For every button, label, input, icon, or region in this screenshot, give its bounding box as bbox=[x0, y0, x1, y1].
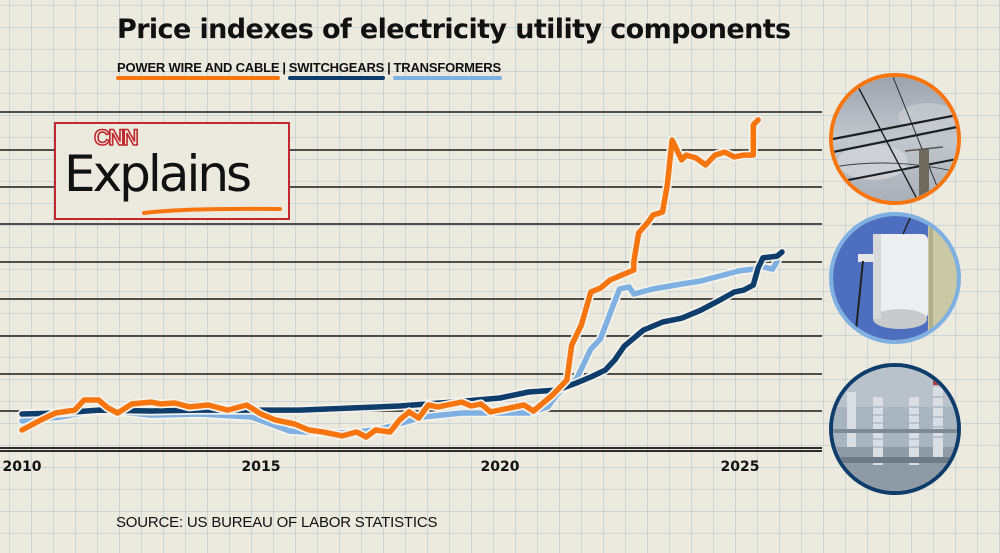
cnn-explains-logo: CNN Explains bbox=[54, 122, 290, 220]
series-line-switchgears bbox=[19, 249, 785, 417]
series-line-power-wire-and-cable bbox=[19, 117, 761, 440]
legend-separator: | bbox=[387, 60, 391, 75]
transformer-icon bbox=[833, 216, 957, 340]
explains-logo-text: Explains bbox=[64, 145, 252, 203]
legend-label: POWER WIRE AND CABLE bbox=[117, 60, 280, 75]
legend-swatch bbox=[287, 76, 386, 80]
switchgear-photo bbox=[829, 363, 961, 495]
legend: POWER WIRE AND CABLE | SWITCHGEARS | TRA… bbox=[116, 60, 502, 80]
cnn-logo-text: CNN bbox=[93, 125, 139, 150]
legend-item-switchgears: SWITCHGEARS bbox=[287, 60, 386, 80]
legend-label: TRANSFORMERS bbox=[393, 60, 502, 75]
power-lines-photo bbox=[829, 73, 961, 205]
source-note: SOURCE: US BUREAU OF LABOR STATISTICS bbox=[116, 514, 438, 531]
series-halo bbox=[17, 247, 787, 419]
legend-swatch bbox=[116, 76, 281, 80]
transformer-photo bbox=[829, 212, 961, 344]
legend-separator: | bbox=[282, 60, 286, 75]
power-lines-icon bbox=[833, 77, 957, 201]
legend-label: SWITCHGEARS bbox=[288, 60, 385, 75]
switchgear-icon bbox=[833, 367, 957, 491]
x-tick-label: 2015 bbox=[241, 459, 281, 475]
x-tick-label: 2010 bbox=[2, 459, 42, 475]
legend-swatch bbox=[392, 76, 502, 80]
x-tick-label: 2020 bbox=[480, 459, 520, 475]
x-tick-label: 2025 bbox=[720, 459, 760, 475]
orange-swoosh-icon bbox=[142, 206, 282, 215]
series-layer bbox=[17, 115, 787, 442]
legend-item-transformers: TRANSFORMERS bbox=[392, 60, 502, 80]
legend-item-power-wire: POWER WIRE AND CABLE bbox=[116, 60, 281, 80]
chart-title: Price indexes of electricity utility com… bbox=[117, 14, 791, 45]
